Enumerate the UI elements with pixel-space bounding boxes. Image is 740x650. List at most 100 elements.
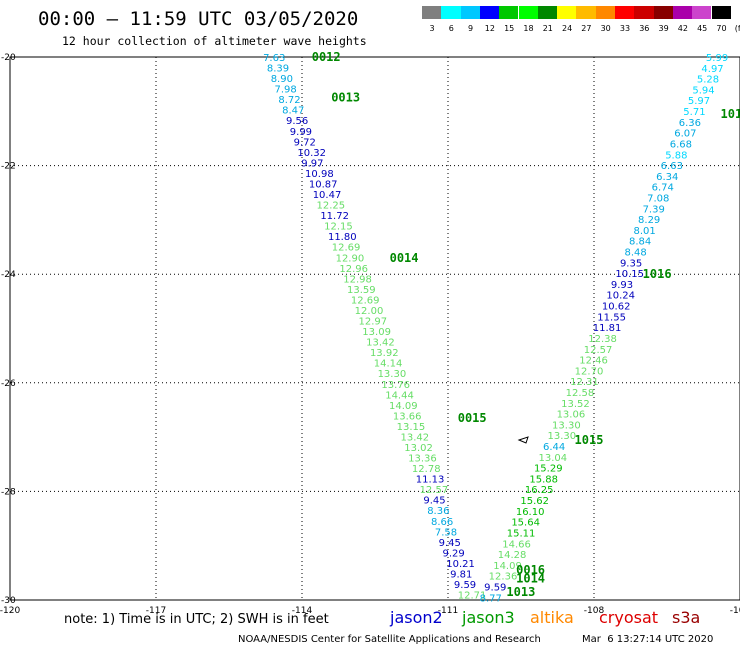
swh-value-descending: 9.45 — [423, 496, 445, 507]
swh-value-descending: 13.15 — [397, 422, 426, 433]
colorbar-label: 6 — [448, 24, 454, 33]
footer-credit: NOAA/NESDIS Center for Satellite Applica… — [238, 634, 541, 645]
colorbar-swatch — [441, 6, 461, 19]
y-tick-label: -28 — [1, 487, 16, 497]
swh-value-ascending: 13.30 — [548, 431, 577, 442]
swh-value-ascending: 7.39 — [643, 204, 665, 215]
colorbar-label: 18 — [523, 24, 534, 33]
axis-tick-labels: -120 -117 -114 -111 -108 -105 -20 -22 -24 -26 -28 -… — [0, 53, 740, 616]
x-tick-label: -108 — [584, 606, 605, 616]
colorbar-swatch — [576, 6, 596, 19]
legend-jason3: jason3 — [462, 608, 515, 627]
colorbar-label: 9 — [468, 24, 474, 33]
pass-time-label: 1014 — [516, 571, 545, 585]
colorbar-swatch — [422, 6, 442, 19]
swh-value-ascending: 12.38 — [588, 334, 617, 345]
pass-time-label: 0012 — [312, 50, 341, 64]
swh-value-ascending: 6.34 — [656, 172, 678, 183]
swh-value-ascending: 10.62 — [602, 302, 631, 313]
swh-value-ascending: 13.04 — [538, 453, 567, 464]
chart-subtitle: 12 hour collection of altimeter wave hei… — [62, 34, 367, 48]
swh-value-descending: 11.13 — [416, 475, 445, 486]
swh-value-ascending: 9.59 — [484, 582, 506, 593]
colorbar-label: 39 — [658, 24, 669, 33]
colorbar-label: 33 — [619, 24, 631, 33]
y-tick-label: -22 — [1, 162, 16, 172]
swh-value-ascending: 8.84 — [629, 237, 651, 248]
swh-value-descending: 12.57 — [420, 485, 449, 496]
swh-value-ascending: 11.81 — [593, 323, 622, 334]
swh-value-ascending: 12.46 — [579, 356, 608, 367]
swh-value-descending: 13.30 — [378, 369, 407, 380]
swh-value-ascending: 13.06 — [557, 410, 586, 421]
swh-value-ascending: 14.28 — [498, 550, 527, 561]
swh-value-ascending: 12.57 — [584, 345, 613, 356]
swh-value-descending: 8.72 — [278, 95, 300, 106]
swh-value-ascending: 5.97 — [688, 96, 710, 107]
swh-value-descending: 10.21 — [446, 559, 475, 570]
swh-value-descending: 11.80 — [328, 232, 357, 243]
colorbar-swatch — [692, 6, 712, 19]
swh-value-ascending: 6.63 — [661, 161, 683, 172]
colorbar-swatch — [653, 6, 673, 19]
swh-value-ascending: 15.62 — [520, 496, 549, 507]
swh-value-descending: 10.47 — [313, 190, 342, 201]
swh-value-descending: 14.09 — [389, 401, 418, 412]
x-tick-label: -111 — [438, 606, 458, 616]
swh-value-descending: 12.71 — [458, 591, 487, 602]
swh-value-descending: 7.98 — [275, 85, 297, 96]
swh-value-ascending: 11.55 — [597, 312, 626, 323]
x-tick-label: -117 — [146, 606, 166, 616]
swh-value-descending: 12.25 — [317, 201, 346, 212]
pass-time-label: 0014 — [390, 251, 419, 265]
y-tick-label: -30 — [1, 596, 16, 606]
colorbar-label: 42 — [677, 24, 688, 33]
swh-value-ascending: 5.99 — [706, 53, 728, 64]
swh-value-ascending: 15.29 — [534, 464, 563, 475]
swh-value-descending: 13.42 — [366, 338, 395, 349]
swh-value-ascending: 13.30 — [552, 420, 581, 431]
swh-value-descending: 9.29 — [442, 548, 464, 559]
swh-value-descending: 13.02 — [404, 443, 433, 454]
grid-lines — [10, 57, 740, 600]
colorbar-label: 12 — [484, 24, 495, 33]
footer-timestamp: Mar 6 13:27:14 UTC 2020 — [582, 634, 714, 645]
colorbar-label: 24 — [562, 24, 573, 33]
swh-value-descending: 12.98 — [343, 274, 372, 285]
x-tick-label: -120 — [0, 606, 20, 616]
swh-value-descending: 12.78 — [412, 464, 441, 475]
colorbar-swatch — [595, 6, 615, 19]
swh-value-descending: 10.87 — [309, 179, 338, 190]
swh-value-ascending: 4.97 — [701, 64, 723, 75]
colorbar-label: 70 — [716, 24, 727, 33]
colorbar-swatch — [479, 6, 500, 19]
swh-value-ascending: 15.88 — [529, 474, 558, 485]
swh-value-descending: 9.81 — [450, 569, 472, 580]
colorbar-swatch — [634, 6, 654, 19]
swh-value-descending: 10.32 — [297, 148, 326, 159]
swh-value-descending: 13.42 — [400, 432, 429, 443]
swh-value-descending: 9.45 — [439, 538, 461, 549]
colorbar-label: 36 — [639, 24, 650, 33]
swh-value-descending: 12.69 — [351, 295, 380, 306]
swh-value-descending: 12.15 — [324, 222, 353, 233]
swh-value-descending: 12.96 — [339, 264, 368, 275]
swh-value-descending: 7.58 — [435, 527, 457, 538]
pass-time-label: 1017 — [721, 107, 740, 121]
swh-value-ascending: 8.01 — [634, 226, 656, 237]
swh-value-ascending: 16.10 — [516, 507, 545, 518]
swh-value-ascending: 15.11 — [507, 528, 536, 539]
swh-value-descending: 12.00 — [355, 306, 384, 317]
swh-value-ascending: 8.29 — [638, 215, 660, 226]
colorbar-swatch — [557, 6, 577, 19]
pass-time-label: 1016 — [643, 267, 672, 281]
swh-value-descending: 12.97 — [358, 317, 387, 328]
chart-title: 00:00 – 11:59 UTC 03/05/2020 — [38, 8, 359, 30]
legend-cryosat: cryosat — [599, 608, 659, 627]
colorbar-label: 27 — [581, 24, 592, 33]
swh-value-ascending: 6.74 — [652, 183, 674, 194]
pass-time-label: 1015 — [575, 433, 604, 447]
y-tick-label: -20 — [1, 53, 16, 63]
altimeter-tracks: 7.638.398.907.988.728.479.569.999.7210.3… — [263, 53, 728, 604]
